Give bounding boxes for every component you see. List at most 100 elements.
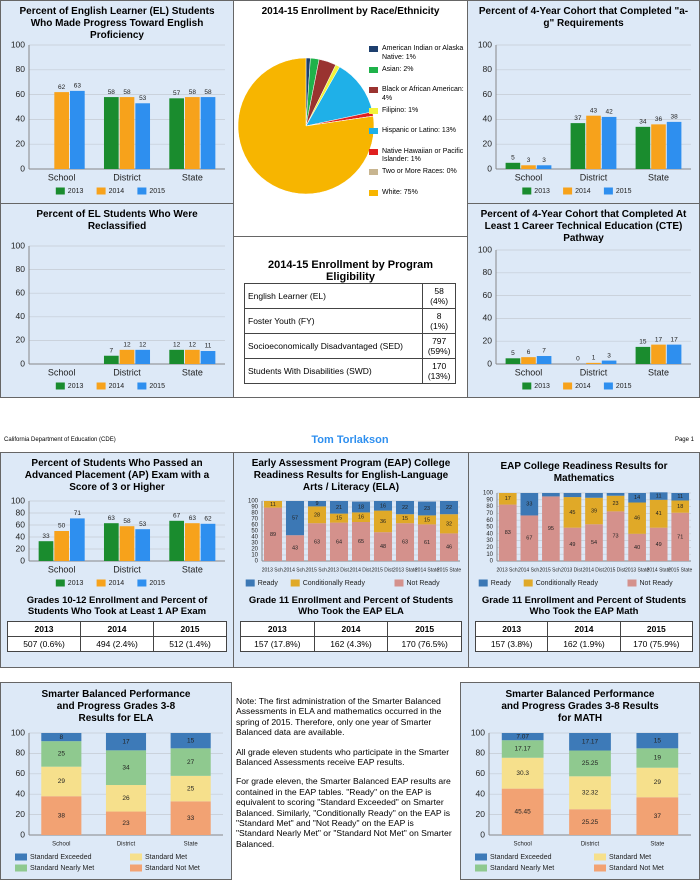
y-tick-label: 100	[478, 39, 492, 49]
bar-segment	[285, 535, 305, 561]
legend-swatch	[522, 187, 532, 195]
bar-segment	[263, 507, 283, 561]
x-tick-label: District	[581, 842, 600, 848]
y-tick-label: 30	[251, 541, 258, 547]
legend-label: 2014	[109, 188, 125, 195]
x-tick-label: District	[113, 564, 141, 574]
y-tick-label: 70	[486, 511, 493, 517]
y-tick-label: 20	[16, 335, 26, 345]
value-label: 29	[58, 778, 66, 785]
cell: 8 (1%)	[422, 308, 456, 334]
value-label: 11	[656, 494, 662, 500]
value-label: 62	[204, 516, 212, 523]
value-label: 26	[122, 795, 130, 802]
chart: 0 20 40 60 80 100 School District State 45.45 30.3…	[471, 727, 691, 872]
value-label: 23	[612, 501, 618, 507]
bar-segment	[569, 733, 611, 751]
value-label: 63	[314, 540, 320, 546]
value-label: 71	[74, 510, 82, 517]
value-label: 25	[58, 751, 66, 758]
legend-swatch	[290, 579, 300, 587]
y-tick-label: 20	[16, 809, 26, 819]
legend-swatch	[15, 864, 27, 872]
legend-swatch	[478, 579, 488, 587]
value-label: 38	[58, 812, 66, 819]
y-tick-label: 20	[483, 335, 493, 345]
value-label: 7	[542, 348, 546, 355]
value-label: 3	[527, 157, 531, 164]
legend-swatch	[369, 169, 378, 175]
cell: 162 (1.9%)	[547, 636, 621, 652]
chart: 0 20 40 60 80 100 School District State 33 63 67 50 5…	[11, 495, 225, 587]
bar-segment	[439, 514, 459, 534]
table-title: Grade 11 Enrollment and Percent of Stude…	[248, 595, 454, 617]
x-tick-label: 2013 Dist.	[328, 567, 351, 573]
y-tick-label: 0	[490, 559, 494, 565]
col-header: 2014	[313, 621, 389, 637]
value-label: 7	[110, 347, 114, 354]
panel: Smarter Balanced Performance and Progres…	[0, 682, 232, 880]
bar	[70, 90, 85, 169]
legend-label: Standard Met	[609, 854, 651, 861]
bar-segment	[417, 515, 437, 525]
y-tick-label: 100	[483, 491, 494, 497]
legend-label: 2013	[68, 580, 84, 587]
value-label: 33	[42, 533, 50, 540]
bar	[169, 520, 184, 561]
legend-swatch	[603, 187, 613, 195]
bar	[635, 126, 651, 169]
value-label: 15	[336, 516, 342, 522]
bar	[169, 349, 184, 364]
bar-segment	[671, 500, 690, 513]
panel: Percent of EL Students Who Were Reclassi…	[0, 203, 234, 398]
panel: 2014-15 Enrollment by Program Eligibilit…	[233, 236, 468, 398]
y-tick-label: 100	[248, 499, 259, 505]
legend-swatch	[594, 853, 606, 861]
chart-title: 2014-15 Enrollment by Race/Ethnicity	[261, 6, 440, 17]
y-tick-label: 100	[11, 727, 25, 737]
x-tick-label: 2013 Dist.	[561, 567, 584, 573]
legend-label: Standard Exceeded	[30, 854, 92, 861]
cell-pct: (13%)	[427, 371, 451, 381]
legend-swatch	[96, 382, 106, 390]
value-label: 33	[187, 815, 195, 822]
value-label: 61	[424, 540, 430, 546]
x-tick-label: 2015 Sch.	[306, 567, 329, 573]
cell: 157 (3.8%)	[474, 636, 549, 652]
y-tick-label: 50	[486, 525, 493, 531]
cell-count: 170	[432, 361, 447, 371]
y-tick-label: 20	[483, 138, 493, 148]
bar	[103, 355, 119, 364]
value-label: 30.3	[516, 770, 529, 777]
bar-segment	[501, 757, 544, 789]
bar-segment	[628, 502, 646, 534]
bar-segment	[307, 501, 327, 507]
x-tick-label: School	[52, 842, 70, 848]
value-label: 28	[314, 512, 320, 518]
cell: 157 (17.8%)	[240, 636, 315, 652]
bar	[666, 344, 682, 364]
legend-item: Two or More Races: 0%	[369, 168, 474, 177]
legend-label: Ready	[491, 580, 512, 587]
bar-segment	[351, 522, 371, 561]
y-tick-label: 20	[251, 547, 258, 553]
cell: 58 (4%)	[422, 283, 456, 309]
bar-segment	[542, 496, 560, 561]
bar-segment	[263, 501, 283, 508]
legend-label: Standard Met	[145, 854, 187, 861]
x-tick-label: State	[182, 172, 203, 182]
y-tick-label: 60	[16, 287, 26, 297]
value-label: 64	[336, 539, 342, 545]
bar-segment	[520, 493, 539, 516]
y-tick-label: 60	[16, 89, 26, 99]
y-tick-label: 0	[20, 163, 25, 173]
legend-label: Conditionally Ready	[536, 580, 599, 587]
cell: 170 (76.5%)	[387, 636, 462, 652]
bar-segment	[105, 750, 147, 786]
x-tick-label: State	[648, 172, 669, 182]
x-tick-label: 2015 Dist.	[604, 567, 627, 573]
bar-segment	[585, 493, 603, 498]
value-label: 63	[108, 515, 116, 522]
col-header: 2014	[547, 621, 621, 637]
value-label: 22	[402, 505, 408, 511]
